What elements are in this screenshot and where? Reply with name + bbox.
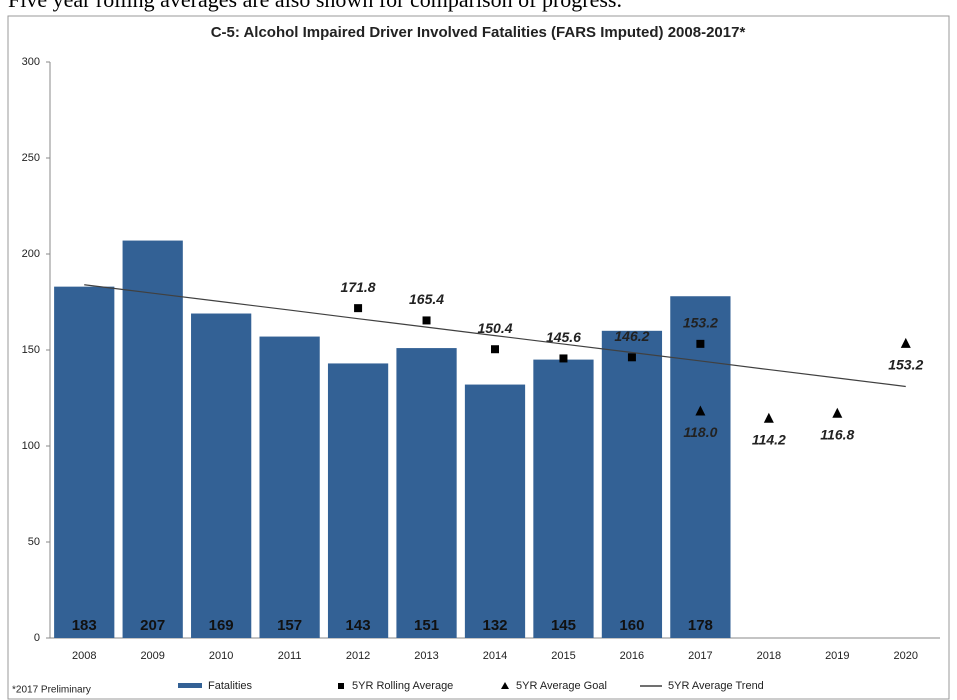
legend-label: 5YR Average Trend xyxy=(668,680,764,692)
marker-label: 116.8 xyxy=(820,426,854,442)
bar-label: 169 xyxy=(209,617,234,634)
bar xyxy=(259,336,320,638)
triangle-marker xyxy=(695,405,706,416)
chart-border xyxy=(7,15,950,700)
y-tick-label: 0 xyxy=(34,632,40,644)
x-tick-label: 2016 xyxy=(620,650,644,662)
bar xyxy=(54,286,115,638)
marker-label: 153.2 xyxy=(888,357,923,373)
bar xyxy=(670,296,731,638)
marker-label: 118.0 xyxy=(683,424,717,440)
x-tick-label: 2014 xyxy=(483,650,507,662)
y-tick-label: 50 xyxy=(28,536,40,548)
legend-label: 5YR Average Goal xyxy=(516,680,607,692)
caption: Five year rolling averages are also show… xyxy=(8,0,622,12)
square-marker xyxy=(559,354,568,363)
bar-label: 143 xyxy=(346,617,371,634)
x-tick-label: 2017 xyxy=(688,650,712,662)
marker-label: 146.2 xyxy=(614,328,649,344)
y-tick-label: 250 xyxy=(22,152,40,164)
x-tick-label: 2009 xyxy=(140,650,164,662)
marker-label: 145.6 xyxy=(546,329,581,345)
y-tick-label: 200 xyxy=(22,248,40,260)
x-tick-label: 2018 xyxy=(757,650,781,662)
x-tick-label: 2020 xyxy=(894,650,918,662)
bar-label: 160 xyxy=(619,617,644,634)
bar-label: 151 xyxy=(414,617,439,634)
bar xyxy=(396,348,457,638)
legend-label: 5YR Rolling Average xyxy=(352,680,453,692)
bar xyxy=(601,330,663,638)
x-tick-label: 2008 xyxy=(72,650,96,662)
square-marker xyxy=(354,304,363,313)
legend-swatch xyxy=(178,683,202,688)
square-marker xyxy=(491,345,499,354)
bar-label: 207 xyxy=(140,617,165,634)
square-marker xyxy=(422,316,431,325)
bar-label: 132 xyxy=(482,617,507,634)
x-tick-label: 2011 xyxy=(278,650,302,662)
bar xyxy=(122,240,183,638)
marker-label: 171.8 xyxy=(341,279,376,295)
trend-line xyxy=(84,284,906,388)
square-marker xyxy=(627,353,636,362)
legend-swatch xyxy=(501,682,509,689)
y-tick-label: 100 xyxy=(22,440,40,452)
triangle-marker xyxy=(763,412,774,423)
footnote: *2017 Preliminary xyxy=(12,685,91,696)
chart-title: C-5: Alcohol Impaired Driver Involved Fa… xyxy=(211,24,746,41)
triangle-marker xyxy=(832,407,843,418)
bar-label: 183 xyxy=(72,617,97,634)
marker-label: 165.4 xyxy=(409,291,444,307)
triangle-marker xyxy=(900,337,911,348)
square-marker xyxy=(696,339,705,348)
bar xyxy=(191,313,252,638)
bar xyxy=(464,384,526,638)
x-tick-label: 2010 xyxy=(209,650,233,662)
x-tick-label: 2013 xyxy=(414,650,438,662)
marker-label: 150.4 xyxy=(477,320,512,336)
bar-label: 157 xyxy=(277,617,302,634)
bar-label: 178 xyxy=(688,617,713,634)
legend-swatch xyxy=(338,683,344,689)
y-tick-label: 300 xyxy=(22,56,40,68)
x-tick-label: 2012 xyxy=(346,650,370,662)
marker-label: 114.2 xyxy=(752,431,786,447)
x-tick-label: 2019 xyxy=(825,650,849,662)
bar-label: 145 xyxy=(551,617,576,634)
bar xyxy=(327,363,389,638)
bar xyxy=(533,359,594,638)
x-tick-label: 2015 xyxy=(551,650,575,662)
marker-label: 153.2 xyxy=(683,315,718,331)
y-tick-label: 150 xyxy=(22,344,40,356)
legend-label: Fatalities xyxy=(208,680,253,692)
